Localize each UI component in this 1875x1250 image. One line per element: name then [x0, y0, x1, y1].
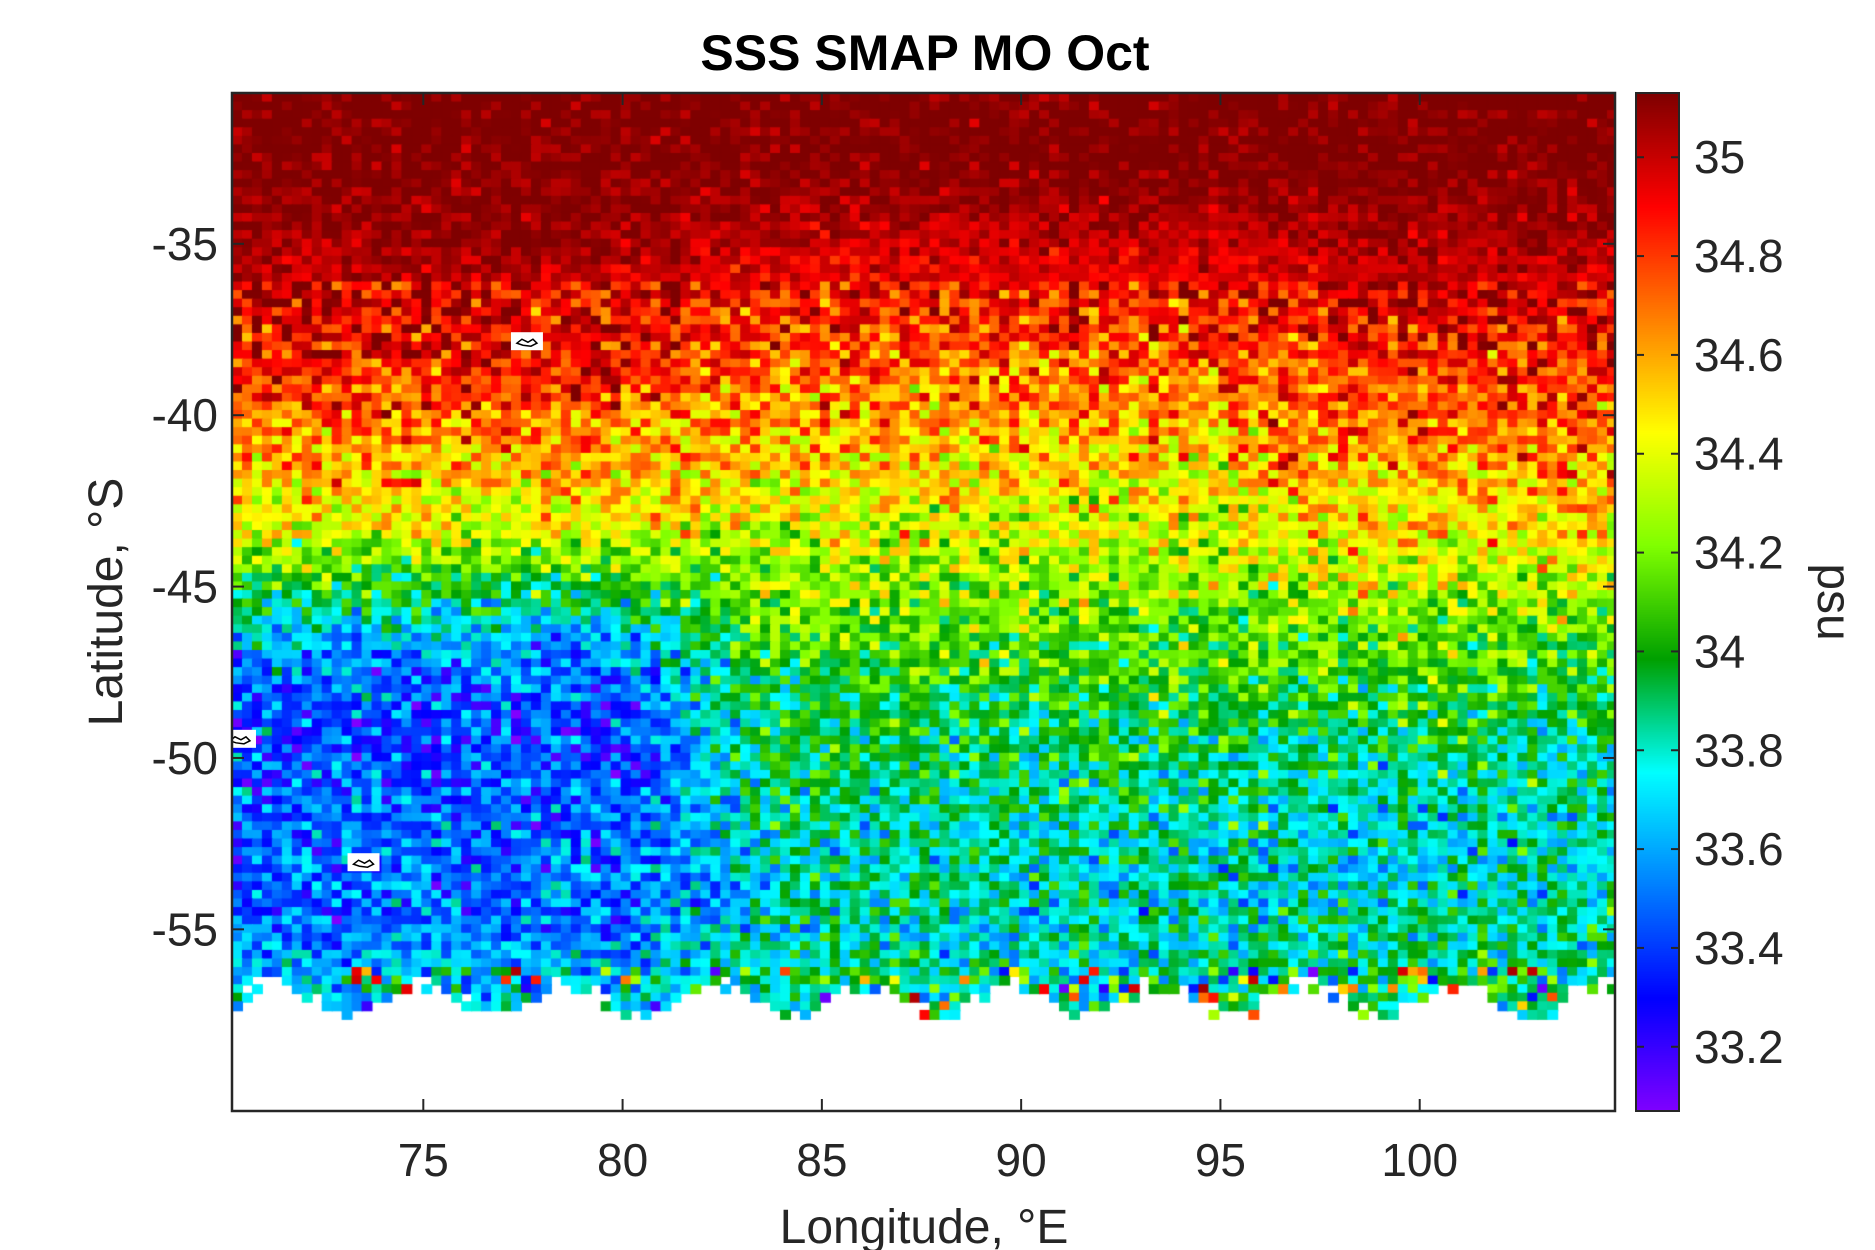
- island-coastline-2: [232, 735, 252, 745]
- y-tick-label: -45: [152, 561, 218, 613]
- colorbar-tick-label: 33.2: [1694, 1021, 1784, 1073]
- colorbar-label: psu: [1807, 563, 1860, 640]
- island-coastline-3: [351, 859, 375, 868]
- colorbar: [1636, 93, 1679, 1111]
- x-tick-label: 100: [1381, 1134, 1458, 1186]
- colorbar-tick-label: 33.4: [1694, 922, 1784, 974]
- x-tick-label: 90: [996, 1134, 1047, 1186]
- y-axis: -35 -40 -45 -50 -55: [152, 218, 1615, 955]
- colorbar-frame: [1635, 92, 1680, 1112]
- y-tick-label: -50: [152, 732, 218, 784]
- colorbar-tick-label: 33.6: [1694, 823, 1784, 875]
- x-tick-label: 80: [597, 1134, 648, 1186]
- x-axis-label: Longitude, °E: [780, 1201, 1069, 1250]
- colorbar-tick-label: 34.6: [1694, 329, 1784, 381]
- plot-frame: [230, 91, 1617, 1113]
- y-axis-label: Latitude, °S: [80, 478, 133, 727]
- colorbar-tick-label: 34.4: [1694, 428, 1784, 480]
- chart-title: SSS SMAP MO Oct: [700, 25, 1150, 81]
- x-tick-label: 95: [1195, 1134, 1246, 1186]
- colorbar-tick-label: 33.8: [1694, 724, 1784, 776]
- colorbar-tick-label: 34.8: [1694, 230, 1784, 282]
- y-tick-label: -35: [152, 218, 218, 270]
- colorbar-tick-label: 34.2: [1694, 527, 1784, 579]
- heatmap-cells: [232, 93, 1615, 1111]
- heatmap-foreign: [232, 93, 1615, 1111]
- x-axis: 75 80 85 90 95 100: [398, 93, 1458, 1186]
- y-tick-label: -55: [152, 903, 218, 955]
- island-markers: [232, 332, 543, 872]
- y-tick-label: -40: [152, 389, 218, 441]
- colorbar-ticks: 35 34.8 34.6 34.4 34.2 34 33.8 33.6 33.4 33.2: [1636, 131, 1784, 1073]
- colorbar-tick-label: 34: [1694, 625, 1745, 677]
- colorbar-foreign: [1636, 93, 1679, 1111]
- x-tick-label: 75: [398, 1134, 449, 1186]
- island-coastline-1: [515, 338, 539, 347]
- colorbar-tick-label: 35: [1694, 131, 1745, 183]
- x-tick-label: 85: [796, 1134, 847, 1186]
